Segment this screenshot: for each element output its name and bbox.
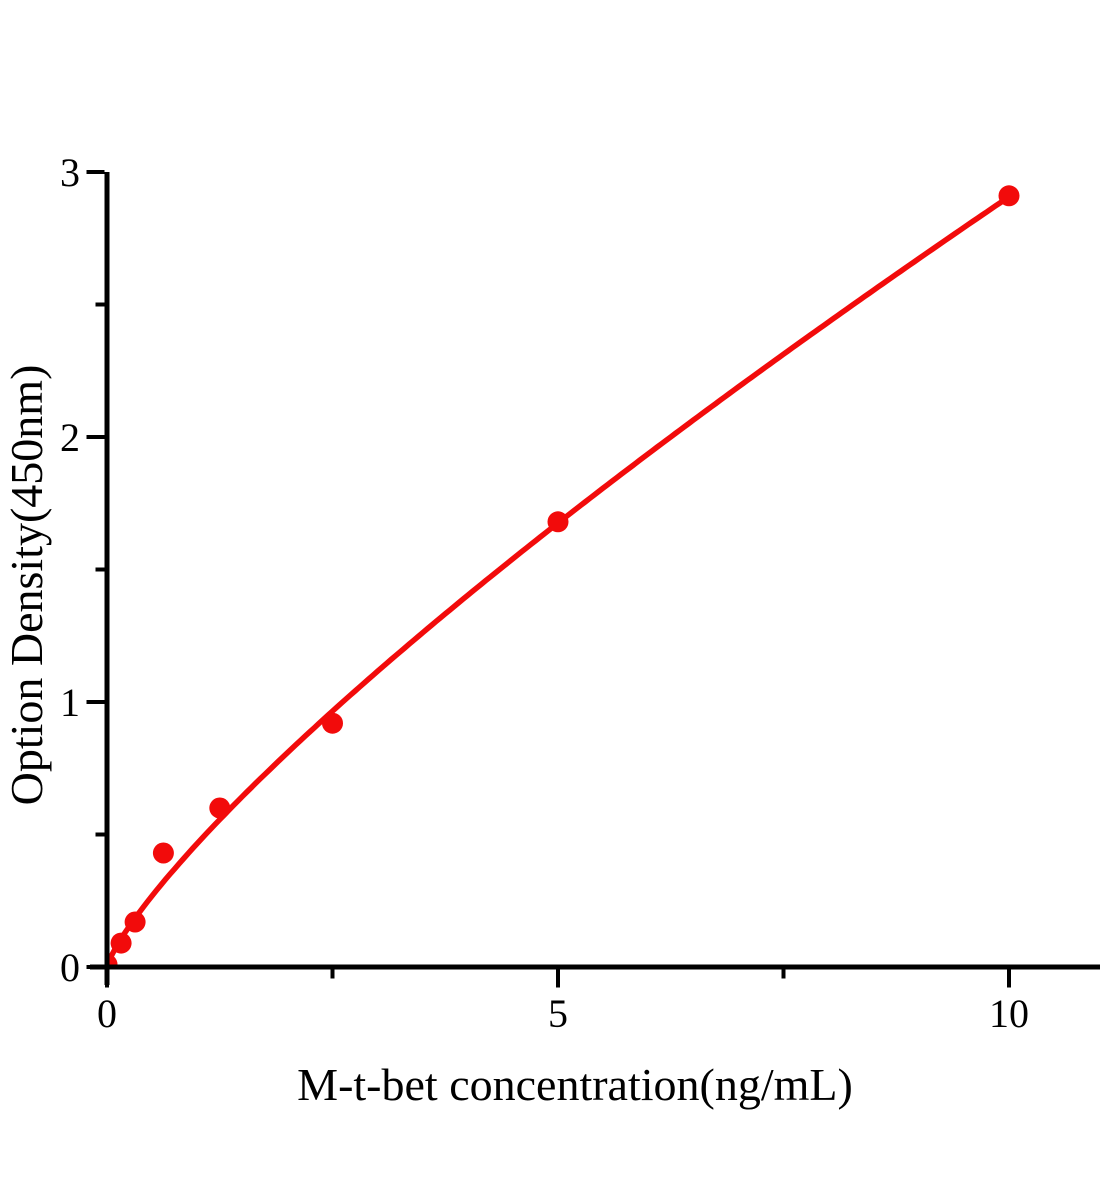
y-tick-label: 0 bbox=[60, 945, 80, 990]
x-tick-label: 5 bbox=[548, 991, 568, 1036]
data-point bbox=[547, 511, 569, 533]
y-tick-label: 2 bbox=[60, 415, 80, 460]
axes bbox=[90, 172, 1100, 985]
x-tick-label: 0 bbox=[97, 991, 117, 1036]
y-tick-label: 1 bbox=[60, 680, 80, 725]
data-point bbox=[110, 932, 132, 954]
x-axis-title: M-t-bet concentration(ng/mL) bbox=[297, 1059, 853, 1110]
data-point bbox=[209, 797, 231, 819]
fit-curve bbox=[105, 193, 1012, 969]
y-tick-label: 3 bbox=[60, 150, 80, 195]
data-point bbox=[998, 185, 1020, 207]
axis-ticks bbox=[86, 170, 1011, 988]
data-point bbox=[124, 911, 146, 933]
data-point bbox=[322, 712, 343, 734]
data-point bbox=[152, 842, 174, 864]
y-axis-title: Option Density(450nm) bbox=[1, 365, 52, 806]
data-series bbox=[105, 185, 1020, 969]
axis-tick-labels: 0 5 10 0 1 2 3 bbox=[60, 150, 1029, 1036]
x-tick-label: 10 bbox=[989, 991, 1029, 1036]
